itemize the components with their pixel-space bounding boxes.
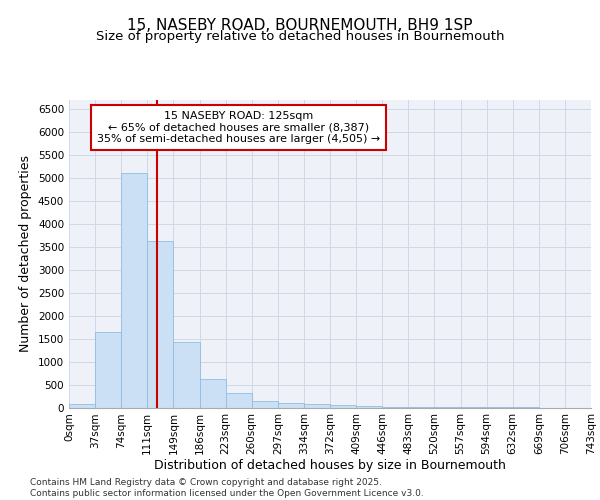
Bar bbox=[356, 406, 382, 407]
Text: Contains HM Land Registry data © Crown copyright and database right 2025.
Contai: Contains HM Land Registry data © Crown c… bbox=[30, 478, 424, 498]
Bar bbox=[121, 174, 148, 408]
Bar bbox=[69, 404, 95, 407]
Text: 15 NASEBY ROAD: 125sqm
← 65% of detached houses are smaller (8,387)
35% of semi-: 15 NASEBY ROAD: 125sqm ← 65% of detached… bbox=[97, 111, 380, 144]
Bar bbox=[382, 407, 409, 408]
X-axis label: Distribution of detached houses by size in Bournemouth: Distribution of detached houses by size … bbox=[154, 458, 506, 471]
Bar bbox=[330, 405, 356, 407]
Text: Size of property relative to detached houses in Bournemouth: Size of property relative to detached ho… bbox=[96, 30, 504, 43]
Bar bbox=[304, 404, 330, 407]
Bar bbox=[148, 242, 173, 408]
Bar bbox=[252, 400, 278, 407]
Bar bbox=[173, 342, 199, 407]
Y-axis label: Number of detached properties: Number of detached properties bbox=[19, 155, 32, 352]
Bar bbox=[199, 379, 226, 408]
Bar bbox=[226, 394, 252, 407]
Text: 15, NASEBY ROAD, BOURNEMOUTH, BH9 1SP: 15, NASEBY ROAD, BOURNEMOUTH, BH9 1SP bbox=[127, 18, 473, 32]
Bar bbox=[95, 332, 121, 407]
Bar bbox=[278, 403, 304, 407]
